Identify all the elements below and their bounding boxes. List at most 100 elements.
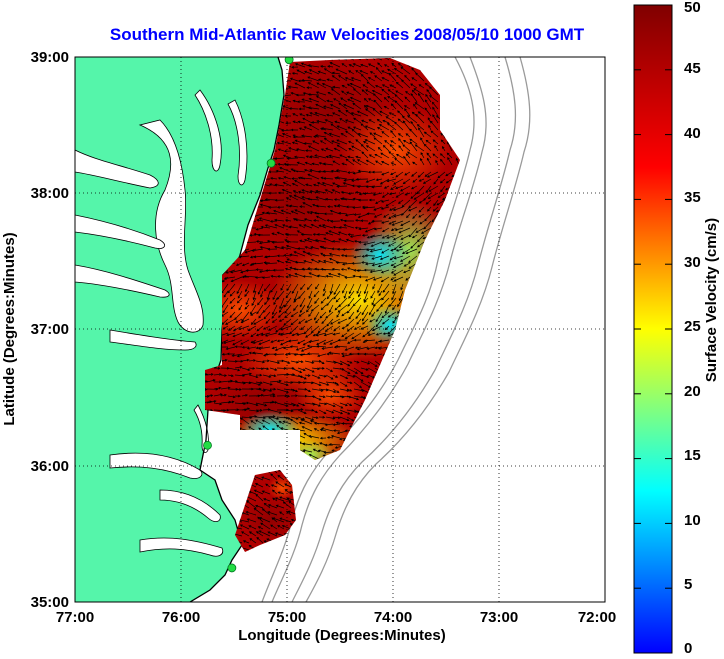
- velocity-vector-arrow: [389, 206, 397, 211]
- velocity-vector-arrow: [331, 267, 341, 271]
- velocity-vector-arrow: [402, 144, 411, 152]
- x-axis-label: Longitude (Degrees:Minutes): [238, 627, 446, 644]
- velocity-vector-arrow: [371, 311, 376, 318]
- velocity-vector-arrow: [336, 247, 348, 251]
- velocity-vector-arrow: [274, 198, 285, 202]
- velocity-vector-arrow: [220, 386, 231, 390]
- velocity-vector-arrow: [304, 374, 311, 377]
- velocity-vector-arrow: [343, 178, 355, 182]
- velocity-vector-arrow: [394, 100, 404, 110]
- velocity-vector-arrow: [318, 395, 326, 399]
- velocity-vector-arrow: [285, 163, 299, 167]
- velocity-vector-arrow: [339, 381, 348, 387]
- velocity-vector-arrow: [351, 128, 362, 138]
- velocity-vector-arrow: [261, 476, 271, 481]
- velocity-vector-arrow: [424, 171, 432, 177]
- velocity-vector-arrow: [326, 78, 334, 82]
- velocity-vector-arrow: [347, 267, 355, 271]
- velocity-vector-arrow: [353, 213, 362, 216]
- velocity-vector-arrow: [308, 434, 320, 439]
- velocity-vector-arrow: [318, 360, 325, 364]
- velocity-vector-arrow: [374, 153, 383, 159]
- velocity-vector-arrow: [277, 332, 285, 336]
- velocity-vector-arrow: [309, 112, 320, 117]
- velocity-vector-arrow: [363, 97, 369, 103]
- velocity-vector-arrow: [371, 255, 383, 260]
- velocity-vector-arrow: [336, 430, 348, 435]
- velocity-vector-arrow: [275, 504, 285, 509]
- x-tick-label: 74:00: [374, 609, 412, 626]
- velocity-vector-arrow: [251, 262, 264, 266]
- velocity-vector-arrow: [390, 185, 397, 190]
- velocity-vector-arrow: [297, 79, 306, 83]
- velocity-vector-arrow: [232, 339, 243, 346]
- velocity-vector-arrow: [365, 145, 376, 152]
- velocity-vector-arrow: [370, 290, 376, 299]
- velocity-vector-arrow: [325, 409, 335, 414]
- velocity-vector-arrow: [314, 111, 327, 117]
- velocity-vector-arrow: [397, 62, 404, 68]
- velocity-vector-arrow: [241, 358, 250, 362]
- velocity-vector-arrow: [404, 192, 411, 196]
- velocity-vector-arrow: [321, 318, 327, 325]
- velocity-vector-arrow: [293, 194, 306, 201]
- velocity-vector-arrow: [332, 239, 341, 243]
- velocity-vector-arrow: [420, 227, 432, 234]
- velocity-vector-arrow: [280, 209, 292, 215]
- velocity-vector-arrow: [281, 129, 292, 132]
- velocity-vector-arrow: [248, 359, 257, 362]
- velocity-vector-arrow: [346, 374, 356, 378]
- velocity-vector-arrow: [380, 269, 390, 274]
- velocity-vector-arrow: [354, 346, 362, 350]
- velocity-vector-arrow: [280, 283, 285, 291]
- velocity-vector-arrow: [253, 489, 264, 495]
- velocity-vector-arrow: [302, 117, 313, 124]
- velocity-vector-arrow: [400, 185, 411, 192]
- velocity-vector-arrow: [394, 121, 404, 131]
- velocity-vector-arrow: [315, 196, 327, 201]
- velocity-vector-arrow: [322, 162, 334, 166]
- velocity-vector-arrow: [225, 318, 236, 325]
- velocity-vector-arrow: [272, 517, 285, 523]
- velocity-vector-arrow: [293, 353, 306, 357]
- velocity-vector-arrow: [324, 325, 334, 332]
- velocity-vector-arrow: [432, 206, 439, 212]
- velocity-vector-arrow: [355, 191, 362, 194]
- velocity-vector-arrow: [360, 367, 369, 371]
- velocity-vector-arrow: [221, 276, 229, 283]
- velocity-vector-arrow: [268, 206, 278, 209]
- velocity-vector-arrow: [304, 388, 311, 393]
- velocity-vector-arrow: [381, 227, 390, 233]
- velocity-vector-arrow: [319, 442, 327, 446]
- velocity-vector-arrow: [381, 241, 390, 245]
- velocity-vector-arrow: [253, 255, 264, 259]
- velocity-vector-arrow: [375, 84, 383, 89]
- velocity-vector-arrow: [426, 171, 439, 178]
- velocity-vector-arrow: [274, 223, 285, 229]
- velocity-vector-arrow: [250, 311, 257, 316]
- velocity-vector-arrow: [313, 290, 320, 298]
- velocity-vector-arrow: [227, 374, 234, 378]
- velocity-vector-arrow: [424, 213, 432, 222]
- velocity-vector-arrow: [248, 367, 256, 370]
- velocity-vector-arrow: [395, 192, 404, 198]
- velocity-vector-arrow: [270, 283, 278, 293]
- velocity-vector-arrow: [403, 105, 411, 110]
- velocity-vector-arrow: [301, 98, 313, 103]
- velocity-vector-arrow: [311, 162, 320, 166]
- velocity-vector-arrow: [261, 419, 271, 425]
- velocity-vector-arrow: [369, 71, 376, 75]
- velocity-vector-arrow: [314, 297, 320, 304]
- velocity-vector-arrow: [281, 524, 292, 530]
- velocity-vector-arrow: [257, 283, 264, 295]
- velocity-vector-arrow: [296, 332, 306, 336]
- velocity-vector-arrow: [307, 93, 320, 96]
- velocity-vector-arrow: [299, 113, 306, 117]
- velocity-vector-arrow: [275, 481, 285, 488]
- velocity-vector-arrow: [317, 70, 327, 75]
- velocity-vector-arrow: [340, 352, 348, 356]
- velocity-vector-arrow: [284, 304, 292, 314]
- velocity-vector-arrow: [345, 238, 355, 243]
- velocity-vector-arrow: [269, 374, 277, 378]
- velocity-vector-arrow: [308, 124, 320, 131]
